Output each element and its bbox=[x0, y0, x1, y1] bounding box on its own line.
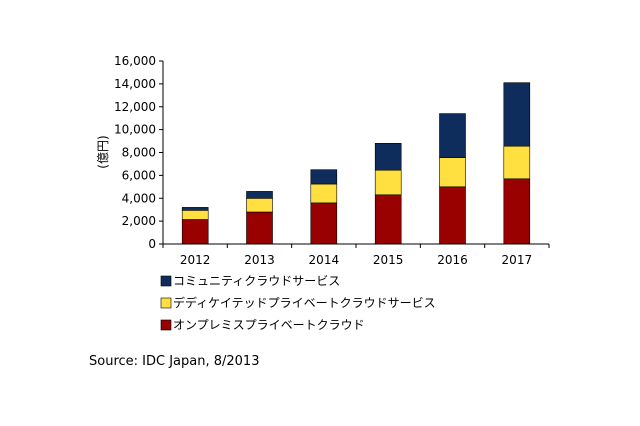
legend-label-2: コミュニティクラウドサービス bbox=[173, 274, 340, 288]
axes-group bbox=[162, 61, 549, 245]
y-ticks-group: 0 2,000 4,000 6,000 8,000 10,000 12,000 14,000 1… bbox=[114, 54, 163, 251]
bar-2014-series-0 bbox=[310, 202, 338, 245]
bar-2012-series-1 bbox=[181, 210, 209, 220]
x-tick-label-2012: 2012 bbox=[180, 253, 211, 267]
y-axis-label: (億円) bbox=[96, 135, 110, 168]
x-tick-label-2013: 2013 bbox=[244, 253, 275, 267]
bar-2013-series-2 bbox=[246, 191, 273, 199]
legend-label-1: デディケイテッドプライベートクラウドサービス bbox=[173, 295, 436, 310]
x-tick-label-2016: 2016 bbox=[437, 253, 468, 267]
bar-2014-series-1 bbox=[310, 183, 338, 204]
x-tick-label-2015: 2015 bbox=[373, 253, 404, 267]
bar-2013-series-0 bbox=[246, 211, 273, 245]
legend: コミュニティクラウドサービスデディケイテッドプライベートクラウドサービスオンプレ… bbox=[160, 274, 436, 332]
bar-2013-series-1 bbox=[246, 198, 273, 213]
bar-2015-series-0 bbox=[374, 194, 402, 245]
bar-2016-series-1 bbox=[439, 157, 466, 188]
legend-swatch-1 bbox=[160, 297, 172, 309]
y-tick-label: 16,000 bbox=[114, 54, 156, 68]
x-ticks-group: 2012 2013 2014 2015 2016 2017 bbox=[162, 244, 550, 267]
x-tick-label-2017: 2017 bbox=[502, 253, 533, 267]
y-tick-label: 14,000 bbox=[114, 77, 156, 91]
bar-2012-series-2 bbox=[181, 207, 209, 211]
bar-2016-series-0 bbox=[439, 186, 466, 245]
legend-swatch-2 bbox=[160, 275, 172, 287]
bar-2016-series-2 bbox=[439, 113, 466, 158]
y-tick-label: 10,000 bbox=[114, 123, 156, 137]
x-tick-label-2014: 2014 bbox=[309, 253, 340, 267]
source-note: Source: IDC Japan, 8/2013 bbox=[89, 354, 259, 369]
bar-2017-series-2 bbox=[503, 82, 531, 147]
y-tick-label: 4,000 bbox=[122, 191, 156, 205]
bar-2014-series-2 bbox=[310, 169, 338, 185]
y-tick-label: 2,000 bbox=[122, 214, 156, 228]
y-tick-label: 8,000 bbox=[122, 146, 156, 160]
y-tick-label: 12,000 bbox=[114, 100, 156, 114]
bars-group bbox=[181, 82, 531, 245]
legend-label-0: オンプレミスプライベートクラウド bbox=[173, 318, 365, 332]
bar-2017-series-1 bbox=[503, 145, 531, 180]
bar-2012-series-0 bbox=[181, 219, 209, 245]
bar-2015-series-2 bbox=[374, 143, 402, 171]
y-tick-label: 6,000 bbox=[122, 168, 156, 182]
legend-swatch-0 bbox=[160, 319, 172, 331]
bar-2015-series-1 bbox=[374, 169, 402, 196]
y-tick-label: 0 bbox=[148, 237, 156, 251]
bar-2017-series-0 bbox=[503, 178, 531, 245]
